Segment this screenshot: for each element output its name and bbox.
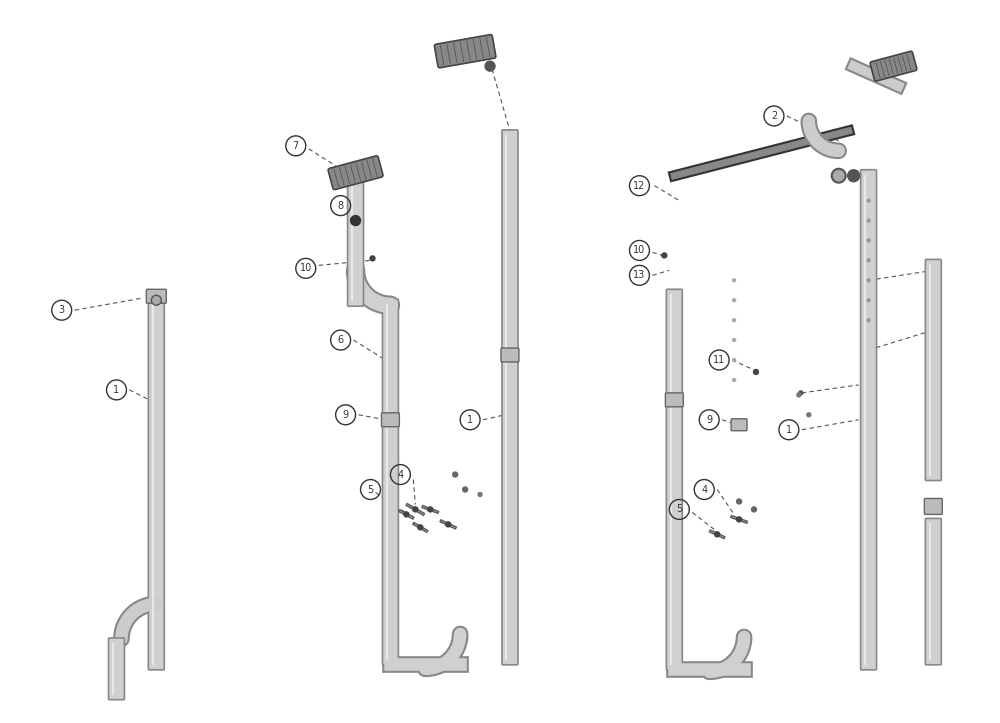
Text: 12: 12 <box>633 181 646 191</box>
Circle shape <box>151 295 161 305</box>
FancyBboxPatch shape <box>861 170 877 669</box>
Circle shape <box>418 525 423 530</box>
Text: 9: 9 <box>343 410 349 420</box>
Text: 1: 1 <box>113 385 120 395</box>
Text: 11: 11 <box>713 355 725 365</box>
Text: 4: 4 <box>397 469 403 479</box>
FancyBboxPatch shape <box>870 51 917 81</box>
Text: 3: 3 <box>59 305 65 315</box>
Text: 6: 6 <box>338 335 344 345</box>
Circle shape <box>370 256 375 261</box>
FancyBboxPatch shape <box>348 180 364 307</box>
Circle shape <box>737 499 742 504</box>
Circle shape <box>754 369 759 375</box>
FancyBboxPatch shape <box>924 498 942 514</box>
Circle shape <box>797 393 801 397</box>
Circle shape <box>733 279 736 282</box>
Text: 8: 8 <box>338 200 344 210</box>
Text: 1: 1 <box>786 424 792 435</box>
Circle shape <box>867 319 870 322</box>
Circle shape <box>733 378 736 382</box>
Circle shape <box>867 299 870 301</box>
FancyBboxPatch shape <box>925 518 941 665</box>
Circle shape <box>485 61 495 71</box>
Circle shape <box>867 259 870 262</box>
Circle shape <box>733 299 736 301</box>
FancyBboxPatch shape <box>328 156 383 189</box>
FancyBboxPatch shape <box>501 348 519 362</box>
Circle shape <box>807 413 811 416</box>
Circle shape <box>404 512 409 517</box>
Circle shape <box>453 472 458 477</box>
FancyBboxPatch shape <box>665 393 683 407</box>
Circle shape <box>428 507 433 512</box>
Circle shape <box>662 253 667 258</box>
Circle shape <box>733 319 736 322</box>
FancyBboxPatch shape <box>146 289 166 303</box>
FancyBboxPatch shape <box>502 130 518 665</box>
FancyBboxPatch shape <box>434 35 496 68</box>
Circle shape <box>867 199 870 202</box>
Circle shape <box>715 532 720 536</box>
Circle shape <box>867 219 870 222</box>
Text: 10: 10 <box>633 245 646 255</box>
FancyBboxPatch shape <box>382 299 398 665</box>
Text: 2: 2 <box>771 111 777 121</box>
Text: 13: 13 <box>633 270 646 281</box>
Ellipse shape <box>832 168 846 183</box>
FancyBboxPatch shape <box>148 299 164 669</box>
Circle shape <box>478 492 482 497</box>
FancyBboxPatch shape <box>925 260 941 481</box>
Circle shape <box>848 170 860 181</box>
Text: 5: 5 <box>676 505 682 515</box>
Circle shape <box>413 507 418 512</box>
Circle shape <box>752 507 757 512</box>
FancyBboxPatch shape <box>381 413 399 427</box>
FancyBboxPatch shape <box>731 419 747 431</box>
Circle shape <box>799 391 803 395</box>
FancyBboxPatch shape <box>666 289 682 669</box>
Text: 9: 9 <box>706 415 712 425</box>
Circle shape <box>733 338 736 341</box>
Text: 7: 7 <box>293 141 299 151</box>
Text: 5: 5 <box>367 484 374 495</box>
Text: 10: 10 <box>300 263 312 273</box>
Circle shape <box>737 517 742 522</box>
Text: 1: 1 <box>467 415 473 425</box>
Text: 4: 4 <box>701 484 707 495</box>
FancyBboxPatch shape <box>109 638 124 700</box>
Circle shape <box>733 359 736 362</box>
Circle shape <box>867 279 870 282</box>
Circle shape <box>446 522 451 527</box>
Circle shape <box>351 215 361 226</box>
Circle shape <box>463 487 468 492</box>
Circle shape <box>867 239 870 242</box>
